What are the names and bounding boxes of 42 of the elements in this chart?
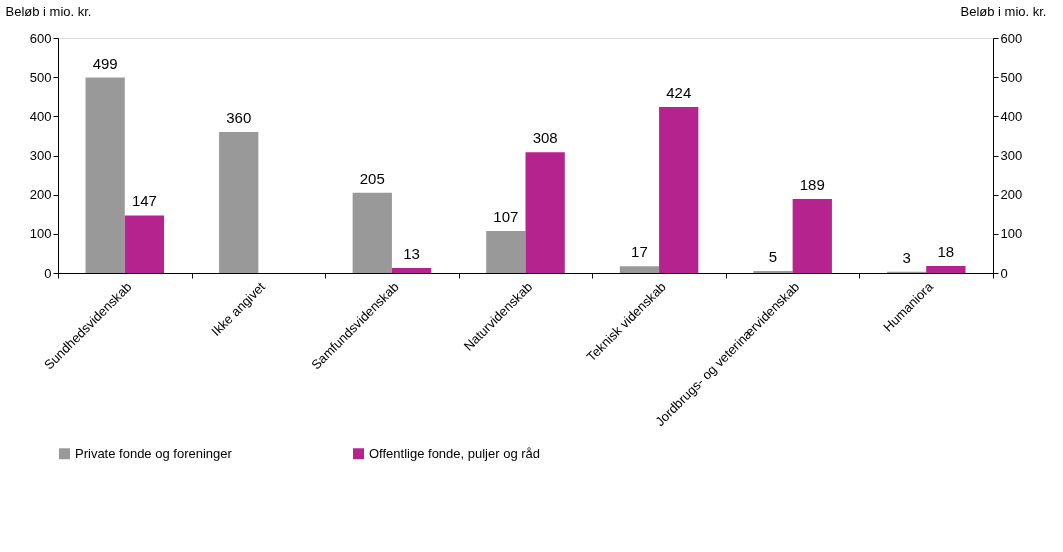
bar: [352, 192, 392, 273]
bar: [124, 215, 165, 273]
y-tick-label: 200: [29, 187, 52, 203]
y2-tick-label: 0: [1000, 265, 1008, 281]
bar: [792, 198, 832, 273]
data-label: 360: [226, 109, 252, 126]
bar: [619, 266, 660, 273]
bar: [659, 106, 699, 273]
y2-tick-label: 200: [1000, 187, 1023, 203]
y-tick-label: 500: [29, 69, 52, 85]
y-tick-label: 300: [29, 148, 52, 163]
y2-tick-label: 100: [1000, 226, 1023, 242]
y-tick-label: 400: [29, 108, 52, 124]
bar: [525, 152, 565, 273]
legend-label: Offentlige fonde, puljer og råd: [369, 445, 541, 461]
data-label: 499: [92, 54, 118, 72]
y2-tick-label: 600: [1000, 30, 1023, 46]
y2-tick-label: 500: [1000, 69, 1023, 85]
bar: [219, 132, 259, 273]
y-tick-label: 600: [29, 30, 52, 46]
y2-axis-title: Beløb i mio. kr.: [960, 3, 1047, 19]
data-label: 205: [359, 169, 385, 187]
data-label: 308: [532, 129, 558, 147]
y-tick-label: 100: [29, 226, 52, 242]
data-label: 5: [768, 248, 778, 266]
data-label: 17: [631, 243, 648, 261]
bar: [486, 231, 526, 273]
bar: [85, 77, 125, 273]
data-label: 189: [799, 175, 825, 193]
y2-tick-label: 300: [1000, 148, 1023, 163]
y2-tick-label: 400: [1000, 108, 1023, 124]
data-label: 18: [937, 242, 955, 260]
y-tick-label: 0: [44, 265, 52, 281]
bar: [926, 265, 966, 273]
data-label: 3: [902, 248, 911, 266]
y-axis-title: Beløb i mio. kr.: [5, 3, 92, 19]
bar: [391, 267, 432, 273]
data-label: 424: [666, 83, 692, 101]
data-label: 107: [493, 208, 519, 226]
data-label: 13: [403, 244, 420, 262]
legend-label: Private fonde og foreninger: [75, 445, 233, 461]
data-label: 147: [131, 192, 157, 210]
